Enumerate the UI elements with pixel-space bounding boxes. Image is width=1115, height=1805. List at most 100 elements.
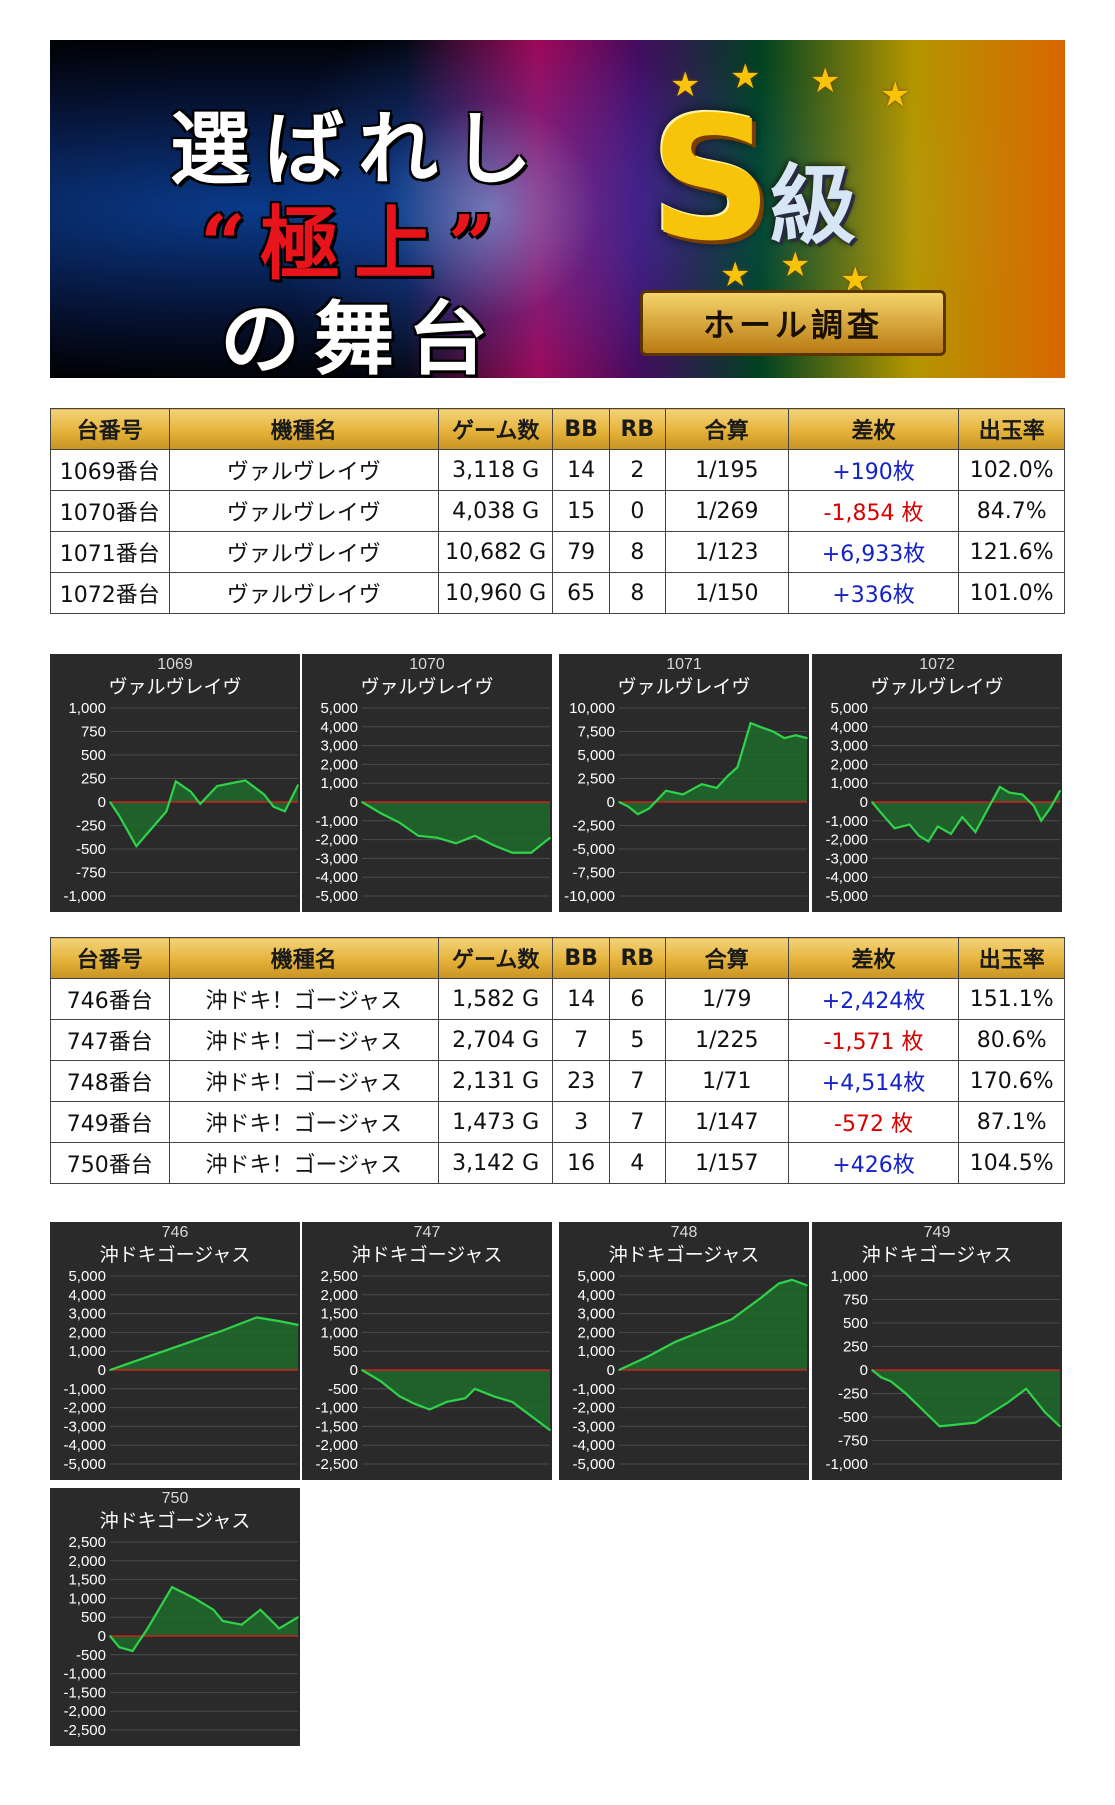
data-point (135, 845, 138, 847)
model-name-cell: ヴァルヴレイヴ (168, 572, 439, 614)
y-tick-label: -2,000 (315, 1437, 358, 1454)
header-payout-rate: 出玉率 (958, 408, 1065, 450)
y-tick-label: 1,500 (68, 1572, 106, 1589)
combined-odds-cell: 1/150 (664, 572, 789, 614)
y-tick-label: 2,000 (320, 1287, 358, 1304)
series-line (361, 1369, 551, 1432)
y-tick-label: 2,500 (577, 771, 615, 788)
y-tick-label: 2,000 (68, 1553, 106, 1570)
game-count-cell: 2,131 G (437, 1060, 554, 1102)
payout-rate-cell: 121.6% (958, 531, 1065, 573)
data-point (778, 1282, 780, 1285)
data-point (297, 784, 299, 786)
y-tick-label: -4,000 (63, 1437, 106, 1454)
data-point (464, 1397, 467, 1399)
bb-count-cell: 14 (552, 978, 610, 1020)
y-tick-label: -500 (328, 1381, 358, 1398)
bb-count-cell: 65 (552, 572, 610, 614)
y-tick-label: 2,000 (577, 1324, 615, 1341)
data-point (974, 831, 977, 833)
model-name-cell: ヴァルヴレイヴ (168, 449, 439, 491)
y-tick-label: 750 (81, 724, 106, 741)
model-name-cell: 沖ドキ！ゴージャス (168, 1101, 439, 1143)
chart-title: 沖ドキゴージャス (100, 1244, 251, 1266)
chart-panel-748: 748 沖ドキゴージャス 5,000 4,000 3,000 2,000 1,000 0 -1,… (559, 1222, 809, 1480)
data-point (646, 1356, 648, 1358)
data-point (927, 840, 930, 843)
banner-light-burst (280, 40, 700, 378)
y-tick-label: 2,500 (320, 1268, 358, 1285)
game-count-cell: 1,473 G (437, 1101, 554, 1143)
data-point (118, 815, 121, 817)
data-point (1032, 804, 1035, 807)
chart-panel-1071: 1071 ヴァルヴレイヴ 10,000 7,500 5,000 2,500 0 -2,500 -… (559, 654, 809, 912)
payout-rate-cell: 151.1% (958, 978, 1065, 1020)
rb-count-cell: 8 (608, 572, 666, 614)
y-tick-label: -1,500 (315, 1418, 358, 1435)
header-machine-number: 台番号 (50, 408, 170, 450)
chart-machine-number: 1072 (919, 656, 955, 673)
y-tick-label: 0 (607, 1362, 615, 1379)
chart-machine-number: 750 (162, 1490, 189, 1507)
y-tick-label: 5,000 (830, 700, 868, 717)
data-point (492, 844, 495, 847)
y-tick-label: -1,500 (63, 1684, 106, 1701)
y-tick-label: 500 (81, 747, 106, 764)
data-point (413, 1403, 416, 1405)
y-tick-label: -750 (838, 1433, 868, 1450)
y-tick-label: 1,000 (830, 1268, 868, 1285)
data-point (999, 786, 1001, 788)
data-point (759, 1297, 761, 1300)
y-tick-label: -1,000 (63, 1666, 106, 1683)
y-tick-label: 5,000 (577, 747, 615, 764)
medal-diff-cell: -1,571 枚 (787, 1019, 960, 1061)
chart-machine-number: 1071 (666, 656, 702, 673)
data-point (146, 1356, 149, 1358)
data-point (255, 1316, 258, 1319)
y-tick-label: 3,000 (830, 738, 868, 755)
y-tick-label: 0 (350, 794, 358, 811)
y-tick-label: -1,000 (572, 1381, 615, 1398)
data-point (165, 810, 168, 813)
y-tick-label: 250 (81, 771, 106, 788)
machine-table-okidoki: 台番号 機種名 ゲーム数 BB RB 合算 差枚 出玉率 746番台 沖ドキ！ゴー… (50, 937, 1065, 1184)
data-point (938, 1425, 941, 1428)
data-point (263, 793, 265, 796)
badge-ribbon: ホール調査 (640, 290, 946, 356)
machine-number-cell: 747番台 (50, 1019, 170, 1061)
model-name-cell: 沖ドキ！ゴージャス (168, 1142, 439, 1184)
star-icon: ★ (720, 255, 751, 295)
y-tick-label: 0 (98, 1362, 106, 1379)
data-point (950, 833, 952, 835)
y-tick-label: 1,000 (320, 1324, 358, 1341)
y-tick-label: 250 (843, 1339, 868, 1356)
y-tick-label: -5,000 (63, 1456, 106, 1473)
data-point (871, 801, 873, 803)
model-name-cell: 沖ドキ！ゴージャス (168, 1019, 439, 1061)
data-point (791, 1278, 793, 1281)
y-tick-label: 0 (607, 794, 615, 811)
chart-panel-1069: 1069 ヴァルヴレイヴ 1,000 750 500 250 0 -250 -500 -750 -1… (50, 654, 300, 912)
y-tick-label: 0 (98, 1628, 106, 1645)
y-tick-label: 500 (81, 1609, 106, 1626)
chart-title: 沖ドキゴージャス (609, 1244, 760, 1266)
data-point (682, 793, 684, 796)
series-line (871, 1369, 1061, 1428)
series-line (109, 1585, 299, 1653)
data-point (193, 1597, 196, 1600)
data-point (278, 1627, 280, 1630)
rb-count-cell: 4 (608, 1142, 666, 1184)
chart-panel-1072: 1072 ヴァルヴレイヴ 5,000 4,000 3,000 2,000 1,000 0 -1,… (812, 654, 1062, 912)
star-icon: ★ (810, 61, 841, 101)
table-row: 1069番台 ヴァルヴレイヴ 3,118 G 14 2 1/195 +190枚 102.0% (50, 449, 1065, 491)
y-tick-label: -1,000 (825, 1456, 868, 1473)
y-tick-label: -1,000 (315, 813, 358, 830)
data-point (284, 810, 286, 813)
data-point (783, 737, 786, 739)
model-name-cell: 沖ドキ！ゴージャス (168, 1060, 439, 1102)
y-tick-label: 0 (860, 794, 868, 811)
data-point (272, 805, 275, 808)
bb-count-cell: 15 (552, 490, 610, 532)
header-bb: BB (552, 937, 610, 979)
data-point (618, 801, 620, 803)
